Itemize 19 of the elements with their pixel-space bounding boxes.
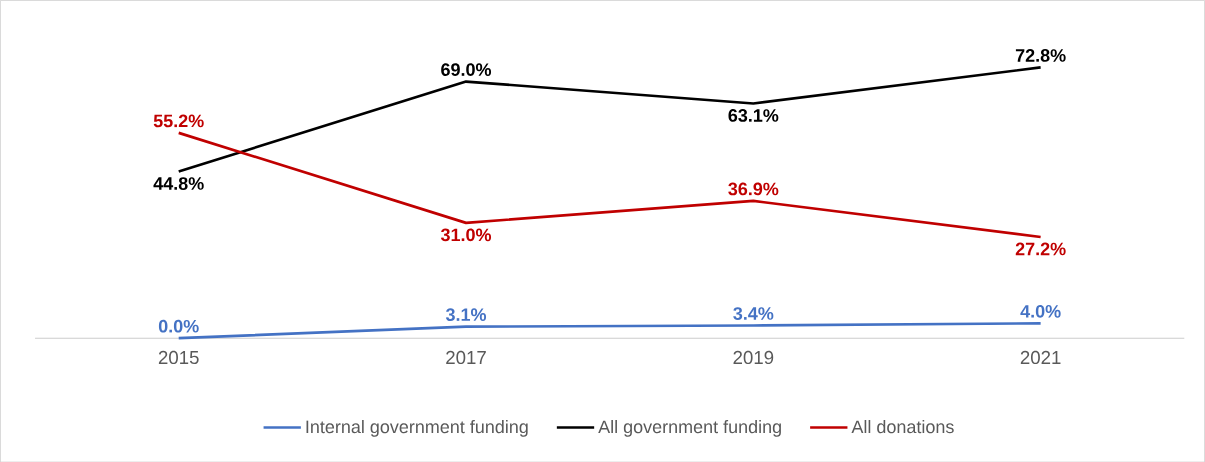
x-tick-label: 2021 xyxy=(1020,350,1061,364)
data-label: 44.8% xyxy=(153,176,204,190)
data-label: 72.8% xyxy=(1015,48,1066,62)
data-label: 63.1% xyxy=(728,108,779,122)
x-tick-label: 2015 xyxy=(158,350,199,364)
x-tick-label: 2017 xyxy=(446,350,486,364)
data-label: 36.9% xyxy=(728,182,779,196)
data-label: 27.2% xyxy=(1015,242,1066,256)
data-label: 69.0% xyxy=(441,63,492,76)
x-tick-label: 2019 xyxy=(733,350,774,364)
data-label: 0.0% xyxy=(158,319,199,333)
legend-label: Internal government funding xyxy=(306,419,528,437)
data-label: 55.2% xyxy=(153,114,204,128)
legend-label: All government funding xyxy=(598,419,781,437)
data-label: 3.1% xyxy=(445,308,487,321)
data-label: 4.0% xyxy=(1020,304,1061,318)
data-label: 3.4% xyxy=(733,306,774,320)
data-label: 31.0% xyxy=(440,228,492,242)
legend-label: All donations xyxy=(851,419,954,433)
